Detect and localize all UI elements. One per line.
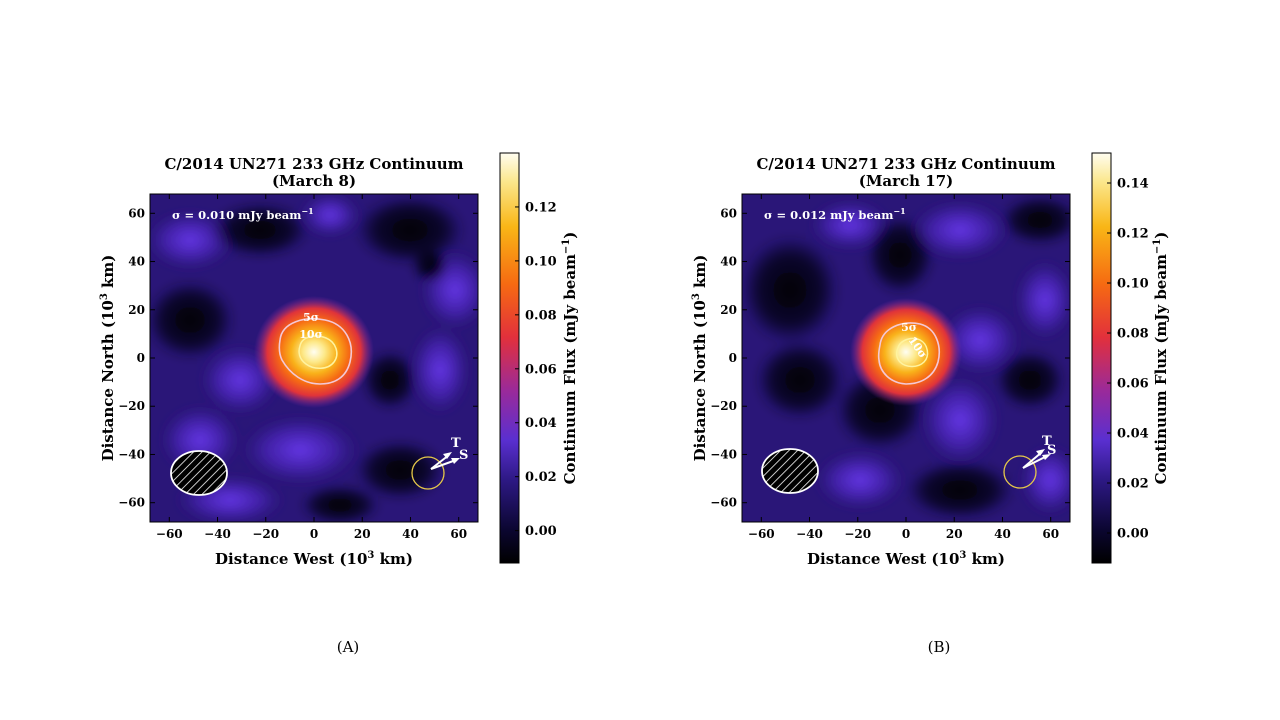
panel-b-ytick-label: −20 (710, 399, 737, 413)
panel-a-subtitle: (March 8) (272, 172, 356, 190)
panel-a-colorbar-tick-label: 0.02 (525, 470, 557, 485)
panel-a-xtick-label: −40 (204, 527, 231, 541)
panel-a-xtick-label: −20 (252, 527, 279, 541)
panel-a-colorbar-tick-label: 0.08 (525, 308, 557, 323)
panel-a-contour-10sigma-label: 10σ (299, 328, 322, 341)
panel-b-title: C/2014 UN271 233 GHz Continuum (756, 155, 1055, 173)
panel-b-axes: −60 −40 −20 0 20 40 60 60 40 20 0 −20 −40 −60 (710, 194, 1070, 541)
panel-b-colorbar-tick-label: 0.12 (1117, 227, 1149, 242)
panel-b-colorbar-tick-label: 0.10 (1117, 277, 1149, 292)
panel-a-ytick-label: 40 (128, 255, 145, 269)
panel-b-ytick-label: 20 (720, 303, 737, 317)
panel-a-ytick-label: −60 (118, 496, 145, 510)
panel-a-ytick-label: 60 (128, 206, 145, 220)
panel-b-xtick-label: 60 (1042, 527, 1059, 541)
panel-a-ytick-label: −20 (118, 399, 145, 413)
panel-b-colorbar-tick-label: 0.00 (1117, 527, 1149, 542)
panel-b-xtick-label: 0 (902, 527, 910, 541)
panel-a-xtick-label: 0 (310, 527, 318, 541)
panel-b: C/2014 UN271 233 GHz Continuum (March 17… (691, 152, 1170, 656)
panel-a-ytick-label: 20 (128, 303, 145, 317)
panel-b-xtick-label: 20 (946, 527, 963, 541)
panel-b-compass-t: T (1042, 434, 1052, 449)
panel-b-heatmap: 5σ 10σ σ = 0.012 mJy beam−1 T S (742, 194, 1070, 522)
panel-b-colorbar: 0.14 0.12 0.10 0.08 0.06 0.04 0.02 0.00 Continu… (1091, 152, 1170, 564)
panel-a-ytick-label: 0 (137, 351, 145, 365)
panel-a-xtick-label: −60 (156, 527, 183, 541)
panel-a-compass-s: S (459, 448, 468, 463)
panel-a-axes: −60 −40 −20 0 20 40 60 60 40 20 0 −20 −40 −60 (118, 194, 478, 541)
panel-a-colorbar-tick-label: 0.00 (525, 524, 557, 539)
panel-b-compass-s: S (1047, 443, 1056, 458)
panel-b-ytick-label: 40 (720, 255, 737, 269)
panel-b-colorbar-tick-label: 0.14 (1117, 177, 1149, 192)
panel-b-compass: T S (1003, 434, 1056, 489)
panel-b-beam (761, 448, 819, 494)
panel-b-ytick-label: 0 (729, 351, 737, 365)
panel-a-compass: T S (411, 436, 468, 490)
panel-b-noise-label: σ = 0.012 mJy beam−1 (764, 206, 906, 222)
panel-a-ytick-label: −40 (118, 447, 145, 461)
panel-a-colorbar-tick-label: 0.12 (525, 200, 557, 215)
panel-b-colorbar-tick-label: 0.08 (1117, 327, 1149, 342)
panel-b-source: 5σ 10σ (850, 298, 962, 406)
panel-a-heatmap: 5σ 10σ σ = 0.010 mJy beam−1 T S (150, 194, 478, 522)
panel-a-xtick-label: 60 (450, 527, 467, 541)
panel-a-xtick-label: 40 (402, 527, 419, 541)
panel-b-contour-5sigma-label: 5σ (901, 321, 917, 334)
panel-a-xlabel: Distance West (103 km) (215, 550, 413, 568)
panel-a-beam (170, 450, 228, 496)
panel-b-caption: (B) (928, 638, 951, 656)
panel-a-ylabel: Distance North (103 km) (99, 255, 117, 462)
panel-b-xtick-label: −60 (748, 527, 775, 541)
panel-a-noise-label: σ = 0.010 mJy beam−1 (172, 206, 314, 222)
panel-b-xtick-label: −40 (796, 527, 823, 541)
panel-b-ytick-label: −60 (710, 496, 737, 510)
panel-a-source: 5σ 10σ (254, 296, 374, 408)
panel-b-subtitle: (March 17) (859, 172, 954, 190)
panel-a-colorbar-tick-label: 0.06 (525, 362, 557, 377)
panel-a: C/2014 UN271 233 GHz Continuum (March 8) (99, 152, 579, 656)
panel-b-ytick-label: 60 (720, 206, 737, 220)
panel-b-ylabel: Distance North (103 km) (691, 255, 709, 462)
panel-a-xtick-label: 20 (354, 527, 371, 541)
panel-a-colorbar-label: Continuum Flux (mJy beam−1) (561, 232, 579, 485)
panel-b-ytick-label: −40 (710, 447, 737, 461)
panel-a-contour-5sigma-label: 5σ (303, 311, 319, 324)
panel-b-xtick-label: 40 (994, 527, 1011, 541)
panel-a-colorbar-tick-label: 0.10 (525, 254, 557, 269)
panel-a-title: C/2014 UN271 233 GHz Continuum (164, 155, 463, 173)
panel-a-caption: (A) (337, 638, 360, 656)
panel-a-colorbar: 0.12 0.10 0.08 0.06 0.04 0.02 0.00 Continuum F… (499, 152, 579, 564)
panel-b-colorbar-tick-label: 0.02 (1117, 477, 1149, 492)
panel-b-colorbar-label: Continuum Flux (mJy beam−1) (1152, 232, 1170, 485)
panel-a-colorbar-tick-label: 0.04 (525, 416, 557, 431)
panel-b-colorbar-tick-label: 0.06 (1117, 377, 1149, 392)
panel-b-colorbar-tick-label: 0.04 (1117, 427, 1149, 442)
panel-b-xlabel: Distance West (103 km) (807, 550, 1005, 568)
panel-a-compass-t: T (451, 436, 461, 451)
panel-b-xtick-label: −20 (844, 527, 871, 541)
